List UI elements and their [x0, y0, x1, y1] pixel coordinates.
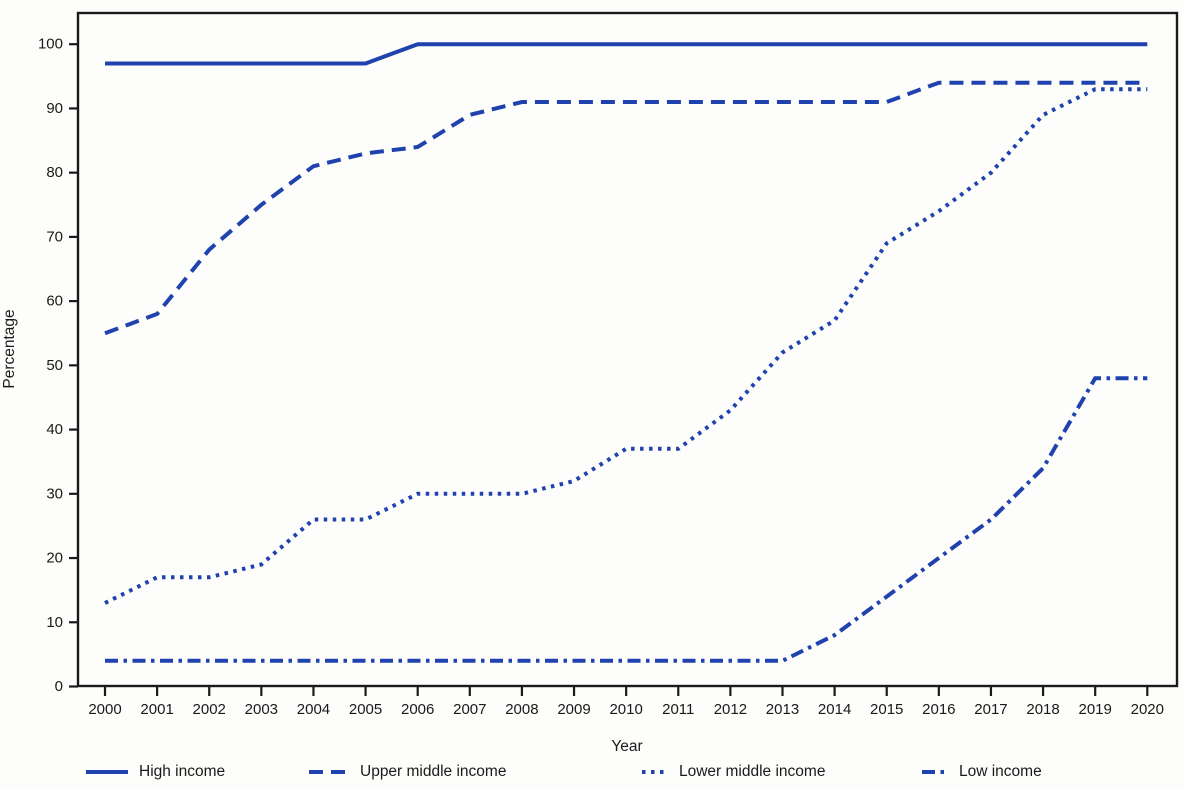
- y-tick-label: 80: [46, 164, 63, 181]
- upper-middle-income-line-swatch: [309, 770, 350, 774]
- legend-label-lower-middle-income: Lower middle income: [679, 763, 826, 780]
- x-tick-label: 2003: [245, 701, 278, 718]
- x-tick-label: 2016: [922, 701, 955, 718]
- chart-legend: High income Upper middle income Lower mi…: [0, 760, 1185, 786]
- legend-item-low-income: Low income: [921, 760, 1042, 784]
- x-axis-ticks: 2000 2001 2002 2003 2004 2005 2006 2007 2008 2009…: [88, 686, 1164, 718]
- y-axis-ticks: 0 10 20 30 40 50 60 70 80 90 100: [38, 36, 78, 695]
- x-tick-label: 2010: [609, 701, 642, 718]
- y-tick-label: 70: [46, 228, 63, 245]
- legend-label-upper-middle-income: Upper middle income: [360, 763, 507, 780]
- x-tick-label: 2020: [1131, 701, 1164, 718]
- x-tick-label: 2001: [140, 701, 173, 718]
- low-income-line-swatch: [922, 770, 949, 774]
- series-line-lower-middle-income: [104, 87, 1148, 605]
- high-income-line-swatch: [86, 770, 128, 774]
- lower-middle-income-line-swatch: [642, 770, 669, 774]
- y-tick-label: 100: [38, 36, 63, 53]
- series-line-high-income: [105, 42, 1148, 66]
- x-tick-label: 2012: [714, 701, 747, 718]
- plot-frame: [76, 11, 1179, 688]
- y-tick-label: 90: [46, 100, 63, 117]
- x-tick-label: 2019: [1078, 701, 1111, 718]
- y-axis-title: Percentage: [1, 309, 18, 389]
- y-tick-label: 40: [46, 421, 63, 438]
- y-tick-label: 60: [46, 293, 63, 310]
- y-tick-label: 0: [55, 678, 63, 695]
- legend-label-low-income: Low income: [959, 763, 1042, 780]
- x-axis-title: Year: [611, 738, 643, 755]
- x-tick-label: 2002: [193, 701, 226, 718]
- y-tick-label: 20: [46, 550, 63, 567]
- x-tick-label: 2015: [870, 701, 903, 718]
- legend-item-lower-middle-income: Lower middle income: [641, 760, 825, 784]
- x-tick-label: 2017: [974, 701, 1007, 718]
- legend-item-high-income: High income: [85, 760, 225, 784]
- x-tick-label: 2013: [766, 701, 799, 718]
- y-tick-label: 10: [46, 614, 63, 631]
- x-tick-label: 2018: [1026, 701, 1059, 718]
- series-line-upper-middle-income: [104, 80, 1148, 336]
- y-tick-label: 50: [46, 357, 63, 374]
- x-tick-label: 2009: [557, 701, 590, 718]
- x-tick-label: 2014: [818, 701, 851, 718]
- x-tick-label: 2011: [662, 701, 694, 718]
- y-tick-label: 30: [46, 485, 63, 502]
- x-tick-label: 2006: [401, 701, 434, 718]
- legend-label-high-income: High income: [139, 763, 226, 780]
- x-tick-label: 2007: [453, 701, 486, 718]
- x-tick-label: 2000: [88, 701, 121, 718]
- x-tick-label: 2005: [349, 701, 382, 718]
- legend-item-upper-middle-income: Upper middle income: [308, 760, 506, 784]
- series-line-low-income: [105, 376, 1148, 663]
- x-tick-label: 2004: [297, 701, 330, 718]
- x-tick-label: 2008: [505, 701, 538, 718]
